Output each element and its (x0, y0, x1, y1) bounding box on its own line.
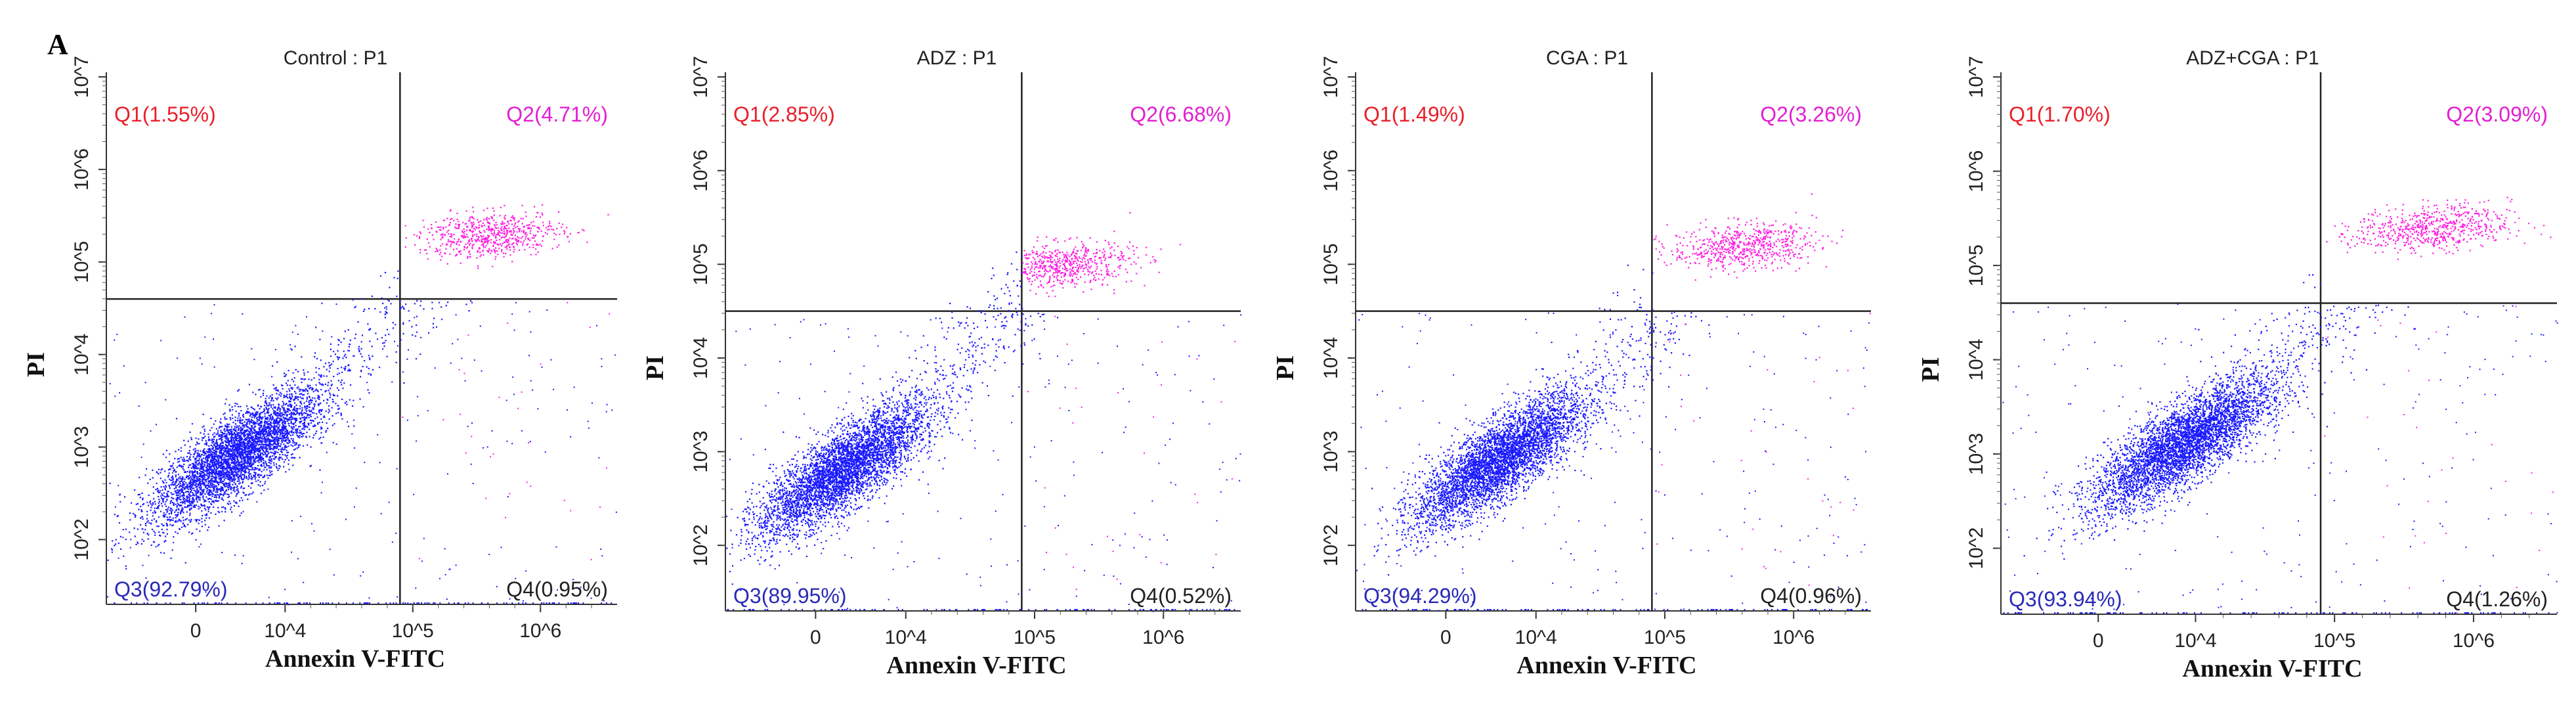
y-axis-label: PI (1917, 357, 1944, 382)
apoptotic-events (402, 204, 611, 560)
quadrant-q3-label: Q3(93.94%) (2009, 587, 2122, 611)
x-tick-label: 10^5 (1644, 627, 1686, 648)
quadrant-q1-label: Q1(1.70%) (2009, 102, 2111, 126)
quadrant-q4-label: Q4(0.96%) (1760, 584, 1862, 608)
y-tick-label: 10^5 (690, 243, 712, 285)
y-tick-label: 10^4 (690, 337, 712, 379)
y-tick-label: 10^5 (1320, 243, 1342, 285)
event-points (725, 212, 1242, 612)
panel-label: A (47, 28, 68, 60)
plot-title: Control : P1 (284, 47, 387, 69)
population-events (107, 270, 617, 606)
y-tick-label: 10^2 (1320, 524, 1342, 566)
y-tick-label: 10^7 (71, 56, 93, 98)
y-tick-label: 10^6 (1965, 150, 1987, 192)
x-tick-label: 10^6 (1142, 627, 1184, 648)
x-tick-label: 0 (190, 620, 202, 642)
plot-title: ADZ : P1 (917, 47, 997, 69)
quadrant-q2-label: Q2(3.26%) (1760, 102, 1862, 126)
y-tick-label: 10^4 (71, 334, 93, 376)
flow-plot-2: ADZ : P1 10^2 10^3 10^4 10^5 10^6 10^7 0 10^4 10^… (641, 47, 1242, 679)
plot-title: CGA : P1 (1546, 47, 1628, 69)
apoptotic-events (2324, 196, 2554, 614)
event-points (1356, 193, 1871, 612)
y-tick-label: 10^3 (690, 430, 712, 472)
y-tick-label: 10^2 (690, 524, 712, 566)
plot-title: ADZ+CGA : P1 (2186, 47, 2319, 69)
flow-plot-4: ADZ+CGA : P1 10^2 10^3 10^4 10^5 10^6 10^7 0 10^… (1917, 47, 2558, 683)
population-events (2002, 274, 2558, 616)
x-axis-label: Annexin V-FITC (265, 645, 445, 673)
x-tick-label: 10^4 (885, 627, 927, 648)
y-tick-label: 10^3 (71, 426, 93, 468)
y-axis-label: PI (1272, 355, 1299, 380)
quadrant-q4-label: Q4(0.52%) (1130, 584, 1232, 608)
x-tick-label: 0 (2093, 630, 2104, 652)
x-tick-label: 10^5 (2313, 630, 2355, 652)
quadrant-q2-label: Q2(4.71%) (506, 102, 608, 126)
flow-plot-1: Control : P1 10^2 10^3 10^4 10^5 10^6 10^7 0 10^… (22, 47, 617, 673)
x-tick-label: 0 (1440, 627, 1451, 648)
y-tick-label: 10^7 (1320, 56, 1342, 98)
x-tick-label: 0 (810, 627, 821, 648)
y-axis-label: PI (641, 355, 669, 380)
y-tick-label: 10^2 (71, 518, 93, 560)
population-events (725, 251, 1242, 612)
x-tick-label: 10^5 (1014, 627, 1056, 648)
x-axis-label: Annexin V-FITC (1516, 652, 1696, 679)
y-tick-label: 10^5 (71, 241, 93, 283)
event-points (2002, 196, 2558, 616)
x-tick-label: 10^6 (1772, 627, 1814, 648)
y-tick-label: 10^6 (1320, 150, 1342, 192)
quadrant-q3-label: Q3(89.95%) (733, 584, 847, 608)
quadrant-q1-label: Q1(1.49%) (1363, 102, 1465, 126)
x-tick-label: 10^6 (519, 620, 561, 642)
x-tick-label: 10^4 (1515, 627, 1557, 648)
quadrant-q3-label: Q3(92.79%) (114, 577, 228, 601)
y-tick-label: 10^3 (1965, 433, 1987, 475)
y-tick-label: 10^3 (1320, 430, 1342, 472)
x-tick-label: 10^4 (2174, 630, 2216, 652)
quadrant-q1-label: Q1(1.55%) (114, 102, 216, 126)
population-events (1356, 264, 1870, 612)
x-tick-label: 10^4 (264, 620, 306, 642)
x-tick-label: 10^6 (2453, 630, 2495, 652)
quadrant-q1-label: Q1(2.85%) (733, 102, 835, 126)
y-axis-label: PI (22, 352, 50, 377)
y-tick-label: 10^6 (690, 150, 712, 192)
quadrant-q4-label: Q4(0.95%) (506, 577, 608, 601)
y-tick-label: 10^7 (690, 56, 712, 98)
quadrant-q2-label: Q2(3.09%) (2446, 102, 2548, 126)
apoptotic-events (1653, 193, 1871, 586)
x-axis-label: Annexin V-FITC (886, 652, 1066, 679)
event-points (107, 204, 617, 606)
y-tick-label: 10^2 (1965, 527, 1987, 569)
quadrant-q2-label: Q2(6.68%) (1130, 102, 1232, 126)
y-tick-label: 10^7 (1965, 56, 1987, 98)
y-tick-label: 10^4 (1320, 337, 1342, 379)
y-tick-label: 10^6 (71, 148, 93, 191)
quadrant-q3-label: Q3(94.29%) (1363, 584, 1477, 608)
x-axis-label: Annexin V-FITC (2182, 655, 2362, 683)
y-tick-label: 10^4 (1965, 339, 1987, 381)
x-tick-label: 10^5 (392, 620, 434, 642)
y-tick-label: 10^5 (1965, 244, 1987, 286)
quadrant-q4-label: Q4(1.26%) (2446, 587, 2548, 611)
flow-plot-3: CGA : P1 10^2 10^3 10^4 10^5 10^6 10^7 0 10^4 10^… (1272, 47, 1871, 679)
